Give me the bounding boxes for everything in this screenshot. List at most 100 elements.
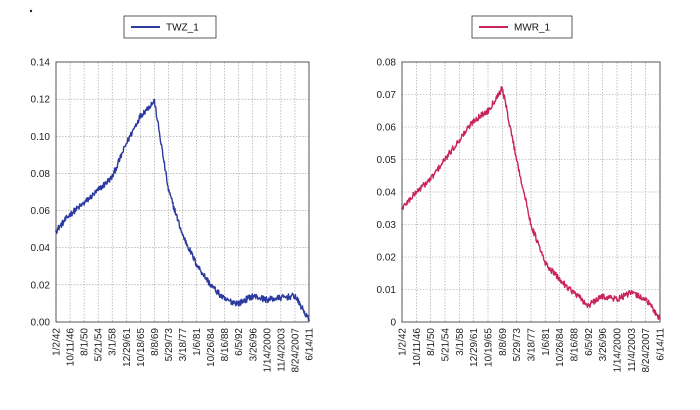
data-point [573, 291, 575, 294]
data-point [444, 158, 446, 161]
x-tick-label: 1/6/81 [541, 328, 552, 356]
x-tick-label: 6/5/92 [584, 328, 595, 356]
x-tick-label: 8/1/50 [80, 328, 91, 356]
x-tick-label: 11/4/2003 [627, 328, 638, 372]
x-tick-label: 3/18/77 [178, 328, 189, 362]
x-tick-label: 6/5/92 [234, 328, 245, 356]
x-tick-label: 8/24/2007 [641, 328, 652, 373]
x-tick-label: 1/14/2000 [613, 328, 624, 373]
y-tick-label: 0.00 [31, 318, 51, 329]
x-tick-label: 8/8/69 [150, 328, 161, 356]
legend: TWZ_1 [123, 15, 217, 39]
x-tick-label: 5/29/73 [512, 328, 523, 362]
y-tick-label: 0.07 [377, 90, 397, 101]
y-tick-label: 0.08 [377, 58, 397, 69]
data-point [487, 109, 489, 112]
x-tick-label: 10/11/46 [412, 328, 423, 367]
data-point [308, 319, 310, 322]
x-tick-label: 1/6/81 [192, 328, 203, 356]
data-point [587, 304, 590, 307]
x-tick-label: 3/26/96 [248, 328, 259, 362]
y-tick-label: 0.06 [377, 123, 397, 134]
data-point [69, 213, 71, 216]
data-point [659, 317, 661, 320]
data-point [97, 189, 100, 192]
x-tick-label: 6/14/11 [305, 328, 316, 361]
x-tick-label: 10/11/46 [66, 328, 77, 367]
x-tick-label: 8/16/88 [220, 328, 231, 362]
x-tick-label: 10/26/84 [555, 328, 566, 367]
x-tick-label: 11/4/2003 [276, 328, 287, 372]
data-point [251, 295, 254, 297]
data-point [153, 100, 156, 102]
data-point [294, 295, 296, 297]
data-point [429, 178, 432, 180]
x-tick-label: 6/14/11 [656, 328, 667, 361]
data-point [558, 278, 561, 281]
y-tick-label: 0.05 [377, 155, 397, 166]
x-tick-label: 3/18/77 [527, 328, 538, 362]
x-tick-label: 5/29/73 [164, 328, 175, 362]
x-tick-label: 10/18/65 [136, 328, 147, 367]
data-point [167, 189, 170, 192]
data-point [195, 263, 198, 266]
data-point [515, 158, 518, 161]
data-point [265, 298, 268, 301]
data-point [181, 233, 184, 236]
legend: MWR_1 [471, 15, 573, 39]
x-tick-label: 5/21/54 [441, 328, 452, 362]
data-point [501, 87, 504, 89]
data-point [472, 119, 475, 122]
y-tick-label: 0.10 [31, 132, 51, 143]
data-point [55, 230, 57, 232]
plot-frame [401, 61, 661, 323]
x-tick-label: 8/1/50 [426, 328, 437, 356]
x-tick-label: 8/16/88 [570, 328, 581, 362]
y-tick-label: 0.02 [31, 280, 51, 291]
y-tick-label: 0.01 [377, 285, 397, 296]
legend-box [471, 15, 573, 39]
data-point [544, 262, 547, 265]
x-tick-label: 8/24/2007 [290, 328, 301, 373]
data-point [415, 191, 418, 193]
data-point [237, 302, 240, 305]
data-point [111, 176, 114, 179]
y-tick-label: 0.14 [31, 58, 51, 69]
data-point [644, 298, 647, 301]
data-point [279, 296, 282, 299]
data-point [209, 283, 212, 286]
data-point [83, 202, 86, 205]
legend-label: TWZ_1 [166, 23, 199, 34]
x-tick-label: 3/1/58 [455, 328, 466, 356]
y-tick-label: 0 [390, 318, 396, 329]
y-tick-label: 0.04 [377, 188, 397, 199]
x-tick-label: 1/2/42 [398, 328, 409, 356]
x-tick-label: 1/2/42 [52, 328, 63, 356]
data-point [616, 298, 618, 301]
x-tick-label: 12/29/61 [469, 328, 480, 367]
x-tick-label: 10/26/84 [206, 328, 217, 367]
x-tick-label: 5/21/54 [94, 328, 105, 362]
y-tick-label: 0.04 [31, 243, 51, 254]
legend-label: MWR_1 [514, 23, 551, 34]
x-tick-label: 12/29/61 [122, 328, 133, 367]
x-tick-label: 1/14/2000 [262, 328, 273, 373]
data-point [139, 114, 142, 117]
data-point [458, 139, 461, 141]
data-point [601, 295, 604, 297]
x-tick-label: 3/1/58 [108, 328, 119, 356]
plot-frame [55, 61, 310, 323]
y-tick-label: 0.12 [31, 95, 51, 106]
data-point [530, 223, 532, 226]
y-tick-label: 0.03 [377, 220, 397, 231]
y-tick-label: 0.06 [31, 206, 51, 217]
data-point [401, 207, 403, 210]
chart-1: 0.140.120.100.080.060.040.020.001/2/42 10… [31, 15, 316, 373]
y-tick-label: 0.08 [31, 169, 51, 180]
data-point [630, 291, 633, 294]
scan-speck [29, 9, 33, 13]
x-tick-label: 8/8/69 [498, 328, 509, 356]
